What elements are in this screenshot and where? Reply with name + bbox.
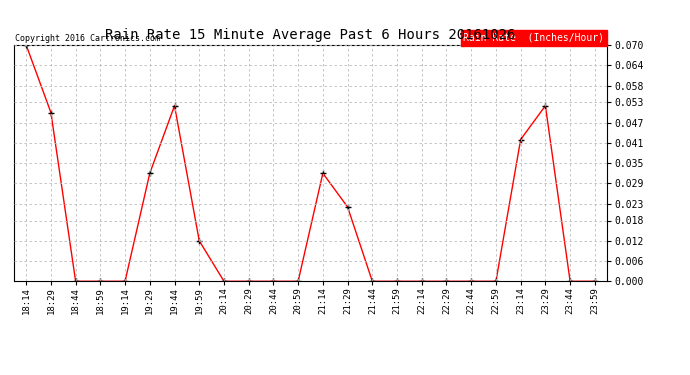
Text: Rain Rate  (Inches/Hour): Rain Rate (Inches/Hour) bbox=[464, 33, 604, 43]
Text: Copyright 2016 Cartronics.com: Copyright 2016 Cartronics.com bbox=[15, 34, 160, 43]
Title: Rain Rate 15 Minute Average Past 6 Hours 20161026: Rain Rate 15 Minute Average Past 6 Hours… bbox=[106, 28, 515, 42]
